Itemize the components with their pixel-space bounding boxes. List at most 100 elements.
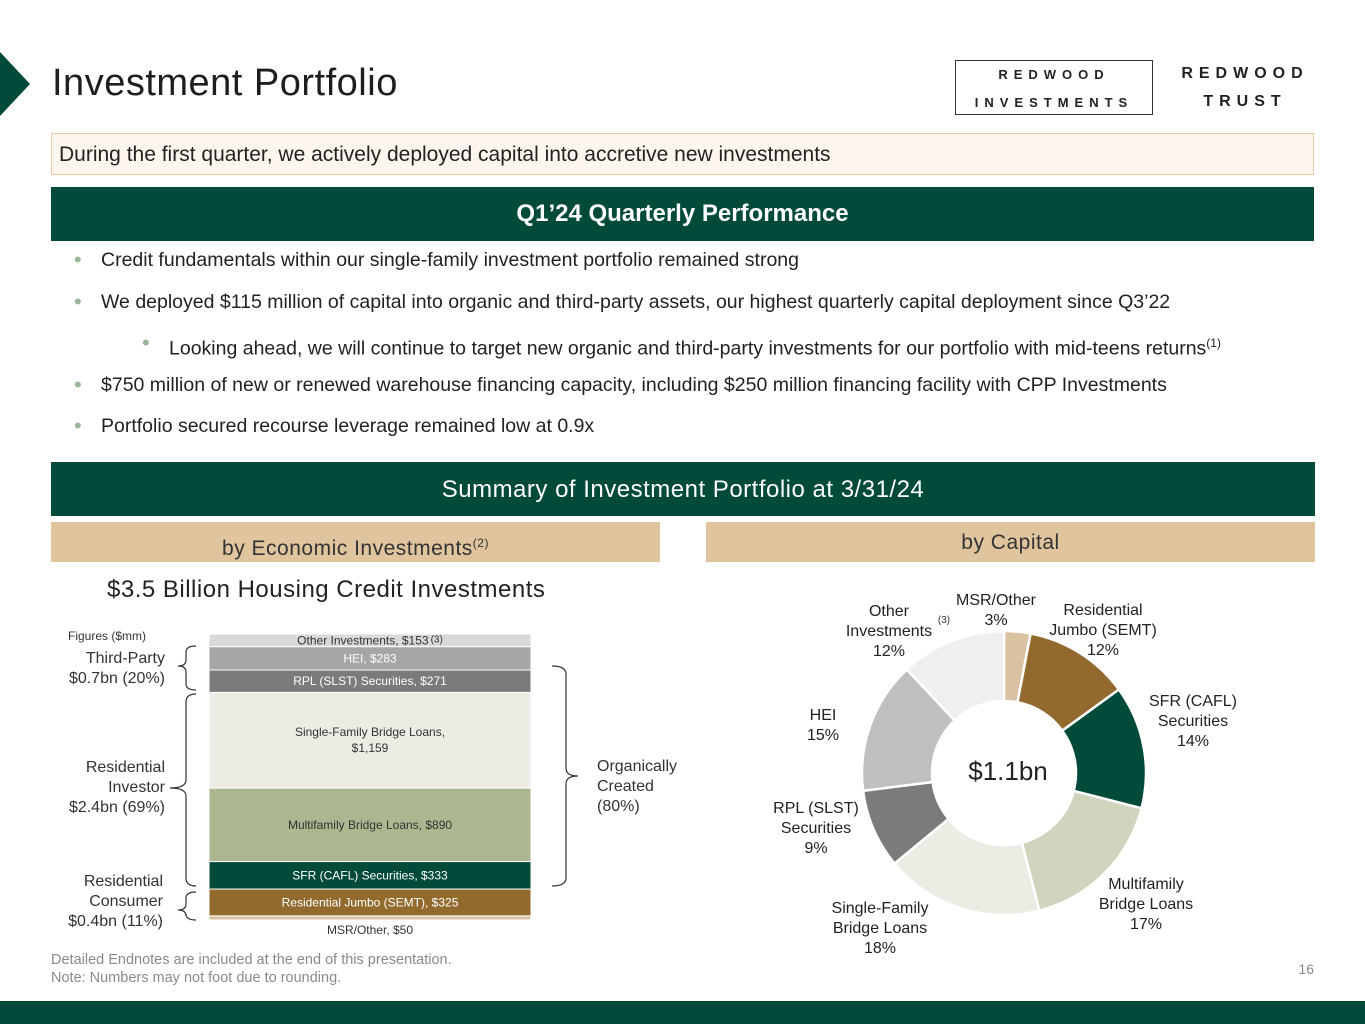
stack-label: HEI, $283 xyxy=(343,651,397,665)
footnote-ref: (3) xyxy=(938,615,950,626)
bullet-icon: • xyxy=(74,371,82,397)
bullet-text: We deployed $115 million of capital into… xyxy=(101,290,1171,313)
callout-sf-bridge: Single-Family xyxy=(832,900,929,917)
sub-bullet-item: • Looking ahead, we will continue to tar… xyxy=(72,328,1332,370)
logo-line: TRUST xyxy=(1203,93,1287,110)
page-title: Investment Portfolio xyxy=(52,62,398,104)
capital-tab: by Capital xyxy=(706,522,1315,562)
group-label: Residential xyxy=(86,759,165,776)
group-label: $0.4bn (11%) xyxy=(68,913,163,930)
stack-label: RPL (SLST) Securities, $271 xyxy=(293,674,447,688)
group-label: $0.7bn (20%) xyxy=(69,670,165,687)
callout-sfr: SFR (CAFL) xyxy=(1149,693,1237,710)
group-label: Third-Party xyxy=(86,650,165,667)
stacked-column-chart: Figures ($mm) MSR/Other, $50 Residential … xyxy=(68,629,677,937)
stack-label: Residential Jumbo (SEMT), $325 xyxy=(282,895,459,909)
callout-sf-bridge: Bridge Loans xyxy=(833,920,927,937)
bullet-item: • $750 million of new or renewed warehou… xyxy=(72,370,1332,412)
stack-label: Other Investments, $153 (3) xyxy=(297,633,443,647)
stack-segments xyxy=(208,633,532,921)
section-marker xyxy=(0,52,30,116)
callout-msr: 3% xyxy=(984,612,1007,629)
bullet-icon: • xyxy=(74,288,82,314)
callout-sfr: Securities xyxy=(1158,713,1228,730)
page-number: 16 xyxy=(1298,961,1314,977)
bullet-text: Credit fundamentals within our single-fa… xyxy=(101,249,799,271)
logo-line: INVESTMENTS xyxy=(974,95,1134,110)
callout-sfr: 14% xyxy=(1177,733,1209,750)
stack-label: MSR/Other, $50 xyxy=(327,923,413,937)
donut-slice-single-family-bridge-loans xyxy=(892,817,1041,917)
key-message: During the first quarter, we actively de… xyxy=(51,133,1314,175)
callout-other: 12% xyxy=(873,643,905,660)
bullet-text: Looking ahead, we will continue to targe… xyxy=(169,337,1207,360)
group-label: Residential xyxy=(84,873,163,890)
footnotes: Detailed Endnotes are included at the en… xyxy=(51,951,452,987)
footnote-ref: (1) xyxy=(1206,336,1221,350)
brace-organic xyxy=(551,665,579,887)
callout-jumbo: Jumbo (SEMT) xyxy=(1049,622,1157,639)
donut-slices xyxy=(860,629,1148,917)
stack-label: $1,159 xyxy=(352,741,389,755)
footer-bar xyxy=(0,1001,1365,1024)
brace-consumer xyxy=(177,891,197,921)
group-label: Organically xyxy=(597,758,677,775)
callout-hei: HEI xyxy=(810,707,837,724)
brace-third-party xyxy=(177,645,197,691)
stacked-chart-title: $3.5 Billion Housing Credit Investments xyxy=(107,576,546,603)
callout-multifamily: 17% xyxy=(1130,916,1162,933)
footnote-ref: (3) xyxy=(431,634,443,645)
bullet-text: $750 million of new or renewed warehouse… xyxy=(101,373,1167,396)
group-label: Consumer xyxy=(89,893,163,910)
callout-other: Investments xyxy=(846,623,932,640)
performance-bullets: • Credit fundamentals within our single-… xyxy=(72,245,1332,453)
group-label: $2.4bn (69%) xyxy=(69,799,165,816)
footnote-ref: (2) xyxy=(472,536,489,550)
footnote-line: Detailed Endnotes are included at the en… xyxy=(51,952,452,968)
bullet-icon: • xyxy=(142,330,150,355)
performance-heading: Q1’24 Quarterly Performance xyxy=(51,187,1314,241)
logo-line: REDWOOD xyxy=(998,67,1110,82)
stack-segment-msr-other xyxy=(208,915,532,921)
group-label: Investor xyxy=(108,779,166,796)
stack-label: Multifamily Bridge Loans, $890 xyxy=(288,818,452,832)
stack-label: SFR (CAFL) Securities, $333 xyxy=(292,868,448,882)
stack-labels: MSR/Other, $50 Residential Jumbo (SEMT), … xyxy=(282,633,459,937)
donut-slice-other-investments xyxy=(905,629,1006,723)
callout-multifamily: Multifamily xyxy=(1108,876,1184,893)
donut-callouts: MSR/Other 3% Residential Jumbo (SEMT) 12… xyxy=(773,592,1237,957)
bullet-icon: • xyxy=(74,247,82,272)
group-label: (80%) xyxy=(597,798,640,815)
stack-segment-residential-jumbo-semt- xyxy=(208,888,532,917)
bullet-icon: • xyxy=(74,413,82,438)
redwood-investments-logo: REDWOOD INVESTMENTS xyxy=(955,60,1153,115)
callout-hei: 15% xyxy=(807,727,839,744)
right-group-label: Organically Created (80%) xyxy=(597,758,677,815)
donut-slice-multifamily-bridge-loans xyxy=(1020,789,1144,913)
redwood-trust-logo: REDWOOD TRUST xyxy=(1170,60,1320,115)
callout-other: Other xyxy=(869,603,910,620)
footnote-line: Note: Numbers may not foot due to roundi… xyxy=(51,970,342,986)
bullet-item: • Credit fundamentals within our single-… xyxy=(72,245,1332,287)
brace-investor xyxy=(169,693,197,887)
callout-rpl: 9% xyxy=(804,840,827,857)
stack-segment-other-investments xyxy=(208,633,532,648)
stack-segment-single-family-bridge-loans xyxy=(208,691,532,789)
bullet-item: • We deployed $115 million of capital in… xyxy=(72,287,1332,329)
callout-multifamily: Bridge Loans xyxy=(1099,896,1193,913)
left-braces xyxy=(169,645,197,921)
left-group-labels: Third-Party $0.7bn (20%) Residential Inv… xyxy=(68,650,166,930)
economic-investments-tab: by Economic Investments(2) xyxy=(51,522,660,562)
callout-msr: MSR/Other xyxy=(956,592,1037,609)
stack-segment-multifamily-bridge-loans xyxy=(208,787,532,863)
callout-rpl: Securities xyxy=(781,820,851,837)
callout-sf-bridge: 18% xyxy=(864,940,896,957)
summary-heading: Summary of Investment Portfolio at 3/31/… xyxy=(51,462,1315,516)
callout-jumbo: Residential xyxy=(1063,602,1142,619)
bullet-text: Portfolio secured recourse leverage rema… xyxy=(101,415,595,437)
callout-jumbo: 12% xyxy=(1087,642,1119,659)
stack-label: Single-Family Bridge Loans, xyxy=(295,725,445,739)
tab-label: by Economic Investments xyxy=(222,537,473,560)
bullet-item: • Portfolio secured recourse leverage re… xyxy=(72,411,1332,453)
logo-line: REDWOOD xyxy=(1181,65,1309,82)
